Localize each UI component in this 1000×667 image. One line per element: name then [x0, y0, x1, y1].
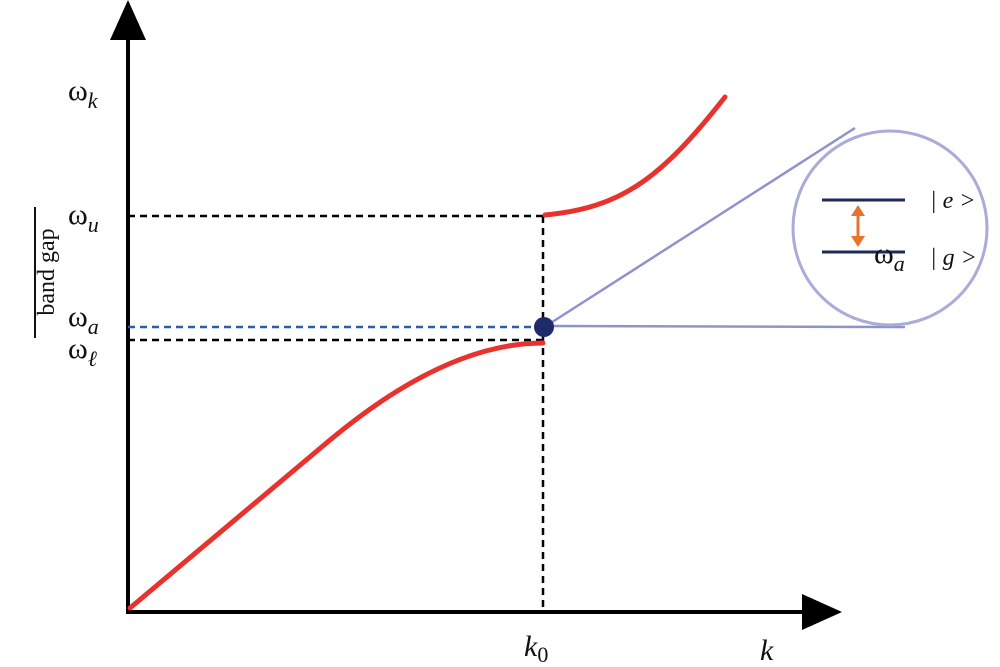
label-part: 0 — [537, 642, 548, 667]
label-part: ω — [68, 74, 88, 107]
ground-label: | g > — [930, 245, 977, 271]
level-label: ωu — [68, 198, 99, 237]
label-part: ω — [68, 300, 88, 333]
lower-band — [127, 340, 546, 611]
arrow-head — [851, 236, 865, 247]
label-part: ℓ — [88, 346, 98, 371]
label-part: k — [524, 630, 538, 663]
level-label: ωℓ — [68, 332, 98, 371]
inset-circle — [791, 129, 989, 327]
band-gap-label: band gap — [34, 228, 60, 315]
x-arrow — [802, 594, 842, 630]
zoom-line — [545, 324, 906, 329]
label-part: u — [88, 212, 99, 237]
atom-dot — [534, 317, 554, 337]
x-axis-label: k — [760, 634, 774, 667]
label-part: ω — [68, 332, 88, 365]
y-arrow — [110, 0, 146, 40]
k0-label: k0 — [524, 630, 548, 667]
label-part: a — [88, 314, 99, 339]
y-axis-label: ωk — [68, 74, 99, 113]
transition-label: ωa — [874, 237, 905, 276]
excited-label: | e > — [930, 188, 975, 214]
label-part: a — [894, 251, 905, 276]
label-part: ω — [874, 237, 894, 270]
guides — [128, 214, 545, 612]
level-label: ωa — [68, 300, 99, 339]
upper-band — [542, 94, 728, 218]
zoom-line — [545, 126, 856, 328]
label-part: k — [88, 88, 99, 113]
label-part: ω — [68, 198, 88, 231]
arrow-head — [851, 205, 865, 216]
